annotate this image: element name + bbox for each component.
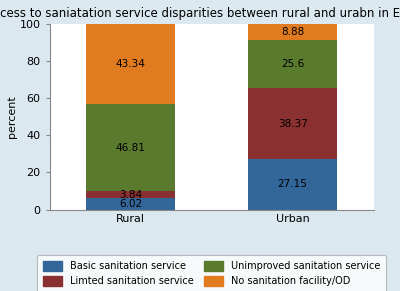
Text: 43.34: 43.34 — [116, 59, 146, 69]
Bar — [248, 24, 337, 40]
Text: 25.6: 25.6 — [281, 59, 304, 69]
Bar — [86, 198, 175, 210]
Text: 8.88: 8.88 — [281, 27, 304, 37]
Legend: Basic sanitation service, Limted sanitation service, Unimproved sanitation servi: Basic sanitation service, Limted sanitat… — [37, 255, 386, 291]
Bar — [86, 191, 175, 198]
Text: 46.81: 46.81 — [116, 143, 146, 153]
Bar — [86, 24, 175, 104]
Title: Access to saniatation service disparities between rural and urabn in Ethiopa: Access to saniatation service disparitie… — [0, 7, 400, 20]
Bar — [248, 88, 337, 159]
Text: 27.15: 27.15 — [278, 179, 308, 189]
Text: 38.37: 38.37 — [278, 118, 308, 129]
Text: 6.02: 6.02 — [119, 199, 142, 209]
Y-axis label: percent: percent — [7, 95, 17, 138]
Bar — [248, 40, 337, 88]
Bar — [86, 104, 175, 191]
Bar — [248, 159, 337, 210]
Text: 3.84: 3.84 — [119, 190, 142, 200]
